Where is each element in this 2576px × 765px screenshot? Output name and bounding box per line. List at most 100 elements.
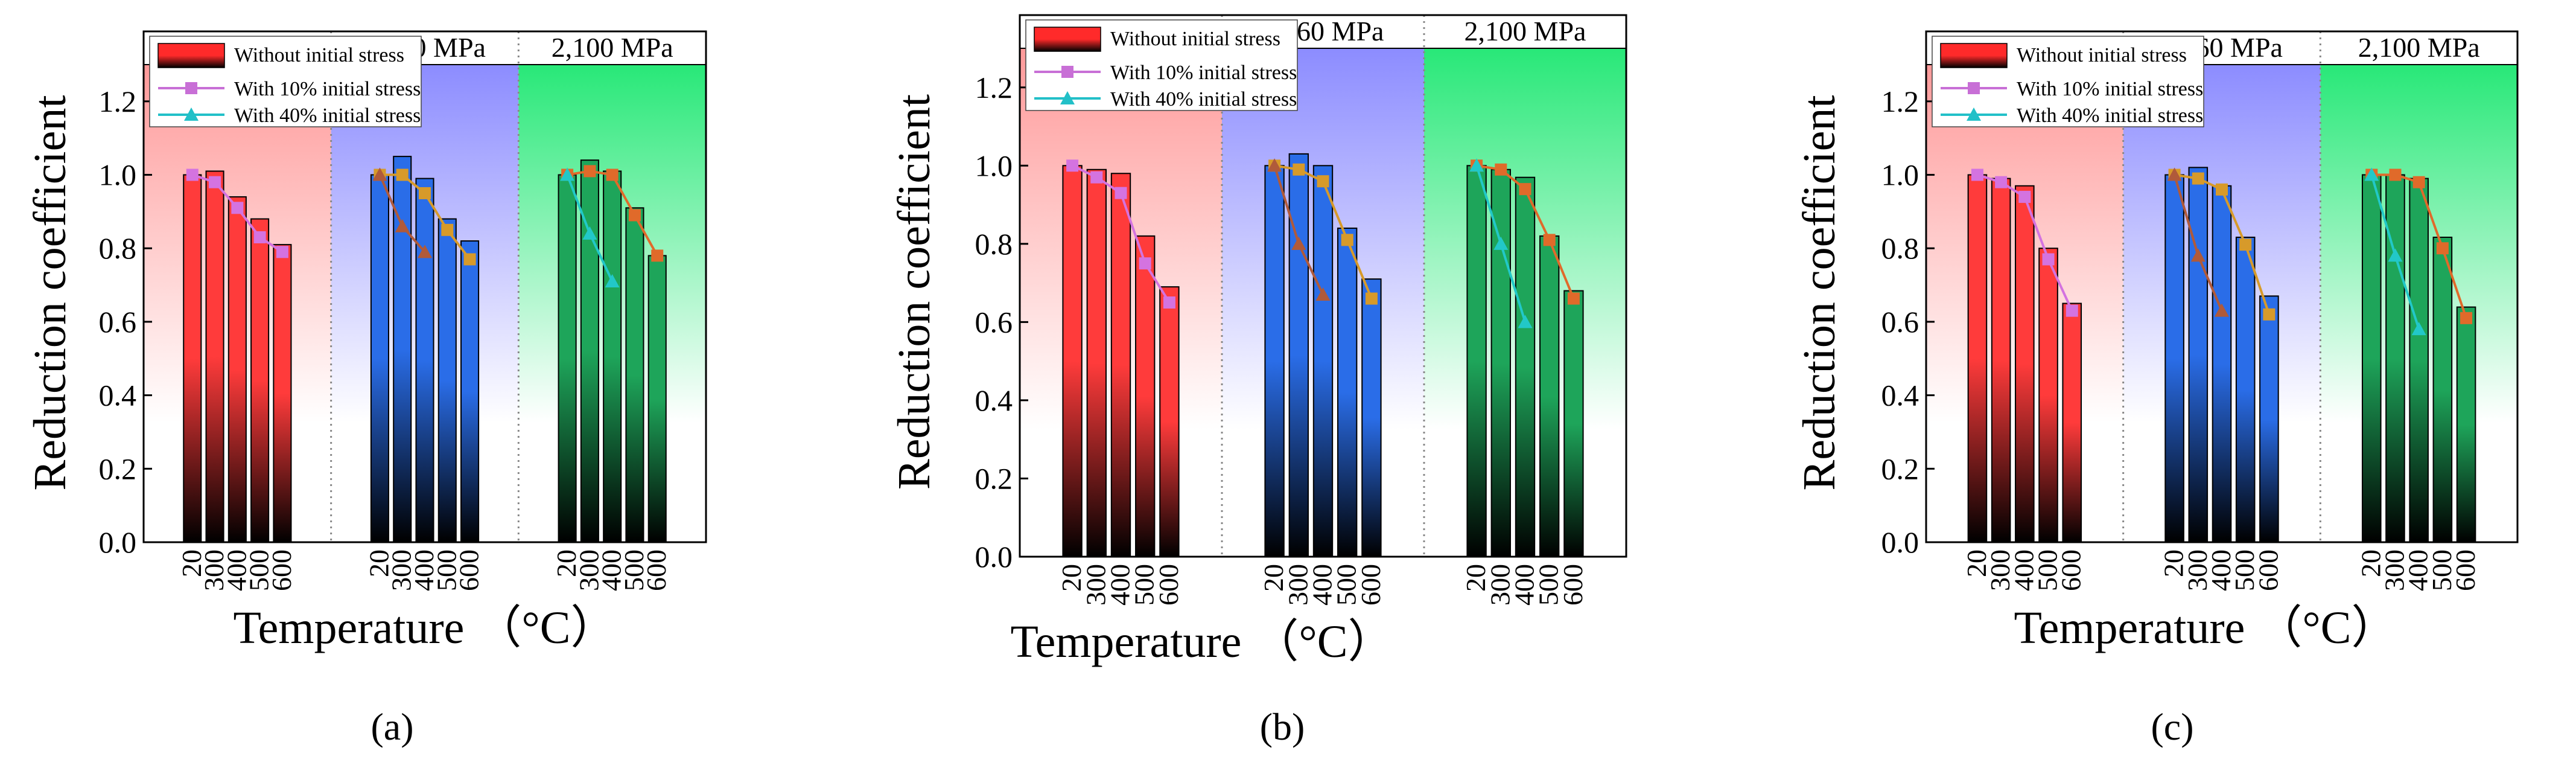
bar	[2456, 306, 2476, 543]
bar	[2432, 236, 2453, 543]
bar	[2188, 167, 2209, 543]
x-axis-label: Temperature （°C）	[234, 603, 617, 653]
line-marker	[1293, 163, 1305, 176]
line-marker	[1341, 234, 1353, 246]
bar	[183, 174, 202, 543]
x-tick-label: 500	[1533, 564, 1564, 606]
bar	[415, 178, 434, 543]
line-marker	[209, 176, 221, 188]
x-tick-label: 400	[1509, 564, 1540, 606]
line-marker	[1061, 66, 1073, 78]
legend-swatch-bar	[1940, 43, 2008, 68]
line-marker	[1060, 91, 1075, 104]
bar	[1991, 178, 2011, 543]
line-marker	[584, 165, 596, 178]
line-marker	[651, 249, 664, 262]
x-tick-label: 20	[1961, 549, 1992, 577]
bar	[2212, 185, 2232, 543]
bar	[437, 218, 457, 543]
plot-frame	[1925, 30, 2519, 543]
x-tick-label: 300	[1484, 564, 1515, 606]
legend: Without initial stress With 10% initial s…	[1025, 19, 1298, 111]
line-marker	[2042, 253, 2055, 266]
line-marker	[1317, 175, 1329, 188]
y-tick-label: 1.2	[975, 71, 1013, 104]
y-tick-label: 0.4	[99, 379, 137, 412]
line-marker	[184, 107, 199, 121]
bar	[1466, 165, 1487, 557]
bar	[558, 174, 577, 543]
x-tick-label: 400	[2008, 549, 2039, 591]
x-tick-label: 20	[176, 549, 207, 577]
bar	[647, 255, 667, 543]
line-marker	[418, 245, 432, 258]
legend-label: With 40% initial stress	[1110, 88, 1297, 110]
bar	[1337, 227, 1358, 557]
bar	[2164, 174, 2184, 543]
y-tick-label: 1.0	[1881, 158, 1919, 192]
legend: Without initial stress With 10% initial s…	[1932, 36, 2204, 127]
line-marker	[1469, 158, 1484, 172]
line-marker	[628, 209, 641, 222]
bar	[1288, 153, 1309, 557]
line-marker	[1967, 107, 1981, 121]
line-marker	[185, 82, 197, 94]
y-tick-label: 0.6	[99, 305, 137, 339]
line-marker	[1315, 287, 1331, 301]
x-tick-label: 20	[1460, 564, 1491, 592]
line-marker	[1365, 292, 1378, 305]
bar	[1312, 165, 1334, 557]
line-marker	[1267, 158, 1282, 172]
bar	[2361, 174, 2382, 543]
y-tick-label: 0.2	[975, 461, 1013, 495]
x-tick-label: 300	[2182, 549, 2213, 591]
line-marker	[2364, 167, 2379, 181]
x-tick-label: 600	[266, 549, 297, 591]
line-marker	[1971, 168, 1983, 181]
y-tick-label: 1.2	[1881, 85, 1919, 118]
bar	[1062, 165, 1083, 557]
legend-label: With 10% initial stress	[1110, 62, 1297, 84]
y-tick-label: 0.6	[975, 305, 1013, 339]
x-tick-label: 500	[244, 549, 275, 591]
y-tick-label: 0.8	[99, 231, 137, 265]
legend-label: With 10% initial stress	[234, 78, 421, 100]
legend-label: Without initial stress	[1110, 28, 1280, 50]
line-marker	[2215, 303, 2229, 317]
bar	[2259, 295, 2279, 543]
bar	[1159, 286, 1180, 557]
x-tick-label: 20	[363, 549, 394, 577]
bar	[1135, 235, 1156, 557]
x-tick-label: 20	[2355, 549, 2386, 577]
bar	[205, 170, 224, 543]
legend: Without initial stress With 10% initial s…	[149, 36, 422, 127]
panel-label: (b)	[1260, 705, 1305, 748]
x-tick-label: 400	[221, 549, 252, 591]
line-marker	[1519, 183, 1531, 196]
y-tick-label: 0.2	[99, 452, 137, 485]
line-marker	[2411, 322, 2426, 336]
group-header-label: 2,100 MPa	[552, 32, 673, 63]
line-marker	[253, 231, 266, 243]
y-tick-label: 0.8	[1881, 231, 1919, 265]
line-marker	[2216, 183, 2228, 196]
x-tick-label: 500	[1331, 564, 1362, 606]
x-tick-label: 500	[619, 549, 649, 591]
bar	[1490, 168, 1511, 557]
x-tick-label: 500	[431, 549, 462, 591]
y-tick-label: 1.0	[99, 158, 137, 192]
line-marker	[1493, 236, 1509, 250]
group-header-label: 2,100 MPa	[1465, 16, 1586, 46]
bar	[1967, 174, 1988, 543]
line-marker	[372, 167, 387, 181]
x-tick-label: 300	[1080, 564, 1111, 606]
bar	[273, 244, 292, 543]
line-marker	[2436, 242, 2449, 255]
bar	[1361, 278, 1382, 557]
legend-label: Without initial stress	[2017, 44, 2187, 66]
line-marker	[2018, 191, 2031, 203]
x-tick-label: 600	[2253, 549, 2283, 591]
